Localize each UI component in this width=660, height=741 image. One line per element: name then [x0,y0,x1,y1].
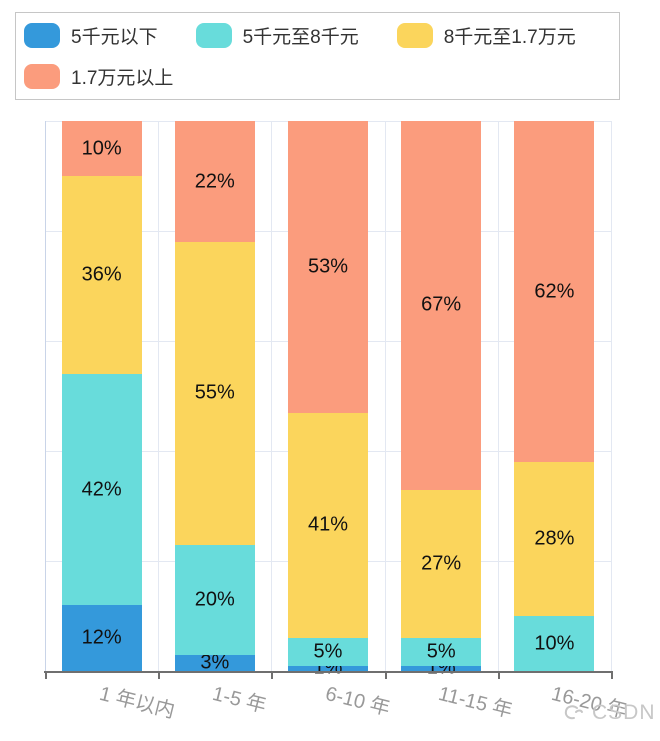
bar-value-label: 22% [194,170,235,192]
x-axis-label: 1 年以内 [96,682,177,723]
bar-segment[interactable]: 55% [174,242,255,545]
bar-value-label: 10% [534,632,575,654]
legend-item-label: 5千元至8千元 [242,27,359,48]
bar-segment[interactable]: 42% [61,374,142,605]
csdn-logo-icon [563,704,587,722]
bar-segment[interactable]: 36% [61,176,142,374]
legend-item[interactable]: 1.7万元以上 [24,63,173,90]
bar-value-label: 41% [307,513,349,536]
legend-item[interactable]: 5千元以下 [24,22,158,49]
bar-segment[interactable]: 62% [514,121,595,462]
legend-swatch-icon [396,23,433,48]
watermark-text: CSDN [592,701,656,724]
x-axis-tick [611,671,613,679]
bar-segment[interactable]: 67% [401,121,482,490]
bar-segment[interactable]: 3% [174,651,255,673]
legend-item-label: 8千元至1.7万元 [443,27,576,48]
gridline-vertical [384,121,386,671]
x-axis-tick [45,671,47,679]
legend-swatch-icon [24,23,60,48]
x-axis-tick [271,671,274,679]
watermark: CSDN [563,701,656,725]
bar-segment[interactable]: 22% [174,121,255,242]
legend-swatch-icon [24,64,60,89]
y-axis-line [45,121,46,671]
legend-item-label: 1.7万元以上 [71,68,174,89]
bar-segment[interactable]: 27% [401,489,482,638]
gridline-vertical [497,121,499,671]
legend-swatch-icon [195,23,232,48]
bar-segment[interactable]: 5% [401,638,482,666]
gridline-vertical [158,121,160,671]
bar-segment[interactable]: 10% [514,616,595,671]
bar-value-label: 10% [81,137,122,159]
bar-value-label: 5% [313,640,343,663]
x-axis-tick [497,671,500,679]
bar-value-label: 28% [534,527,575,550]
x-axis-label: 1-5 年 [210,682,269,718]
bar-segment[interactable]: 28% [514,462,595,616]
bar-value-label: 36% [81,263,122,286]
gridline-vertical [611,121,612,671]
bar-segment[interactable]: 10% [61,121,142,176]
legend-item[interactable]: 8千元至1.7万元 [396,22,576,49]
gridline-vertical [271,121,273,671]
bar-value-label: 62% [534,280,575,302]
legend: 5千元以下 5千元至8千元 8千元至1.7万元 1.7万元以上 [15,12,620,100]
bar-value-label: 5% [426,640,456,663]
x-axis-tick [384,671,387,679]
bar-value-label: 42% [81,478,122,500]
x-axis-label: 6-10 年 [323,682,393,721]
bar-value-label: 20% [194,588,235,610]
x-axis-label: 11-15 年 [436,682,515,723]
bar-value-label: 55% [194,381,235,404]
x-axis-tick [158,671,161,679]
bar-value-label: 67% [421,293,462,316]
x-axis-line [44,671,612,673]
bar-value-label: 53% [307,255,349,278]
bar-segment[interactable]: 53% [288,121,368,413]
legend-item[interactable]: 5千元至8千元 [195,22,359,49]
bar-value-label: 27% [421,552,462,575]
bar-value-label: 12% [81,626,122,649]
bar-segment[interactable]: 12% [61,605,142,671]
bar-segment[interactable]: 5% [288,638,368,666]
legend-item-label: 5千元以下 [71,27,158,48]
bar-segment[interactable]: 41% [288,412,368,638]
bar-segment[interactable]: 20% [174,544,255,655]
